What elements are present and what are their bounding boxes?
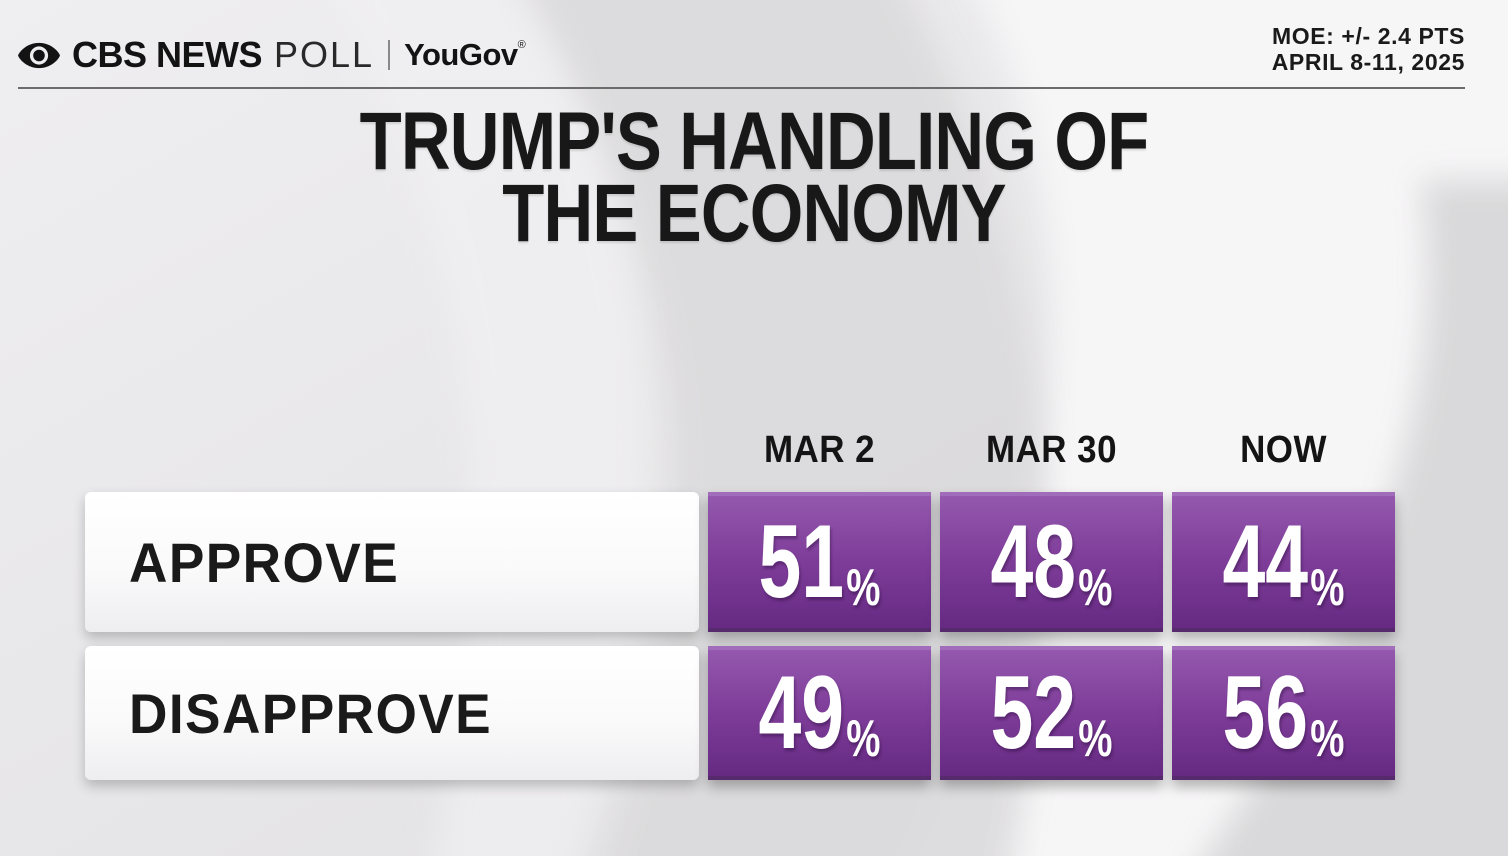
column-header-mar30: MAR 30 [986,429,1117,471]
value-number: 48 [990,504,1077,620]
value-cell-disapprove-mar30: 52% [940,646,1163,780]
value-number: 51 [758,504,845,620]
poll-table: MAR 2 MAR 30 NOW APPROVE 51% 48% 44% DIS… [85,428,1395,780]
value-approve-mar2: 51% [758,510,880,614]
yougov-name: YouGov [404,37,518,72]
percent-sign: % [1310,559,1345,617]
poll-wordmark: POLL [274,34,375,75]
percent-sign: % [846,710,881,768]
row-label-disapprove: DISAPPROVE [85,646,699,780]
page-title-line1: TRUMP'S HANDLING OF [359,96,1150,187]
column-header-now: NOW [1240,429,1327,471]
moe-text: MOE: +/- 2.4 PTS [1271,23,1465,49]
value-approve-mar30: 48% [990,510,1112,614]
yougov-wordmark: YouGov® [404,37,526,73]
brand-divider [388,40,391,70]
value-number: 44 [1222,504,1309,620]
value-cell-disapprove-now: 56% [1172,646,1395,780]
row-label-approve-text: APPROVE [129,530,400,594]
corner-spacer [85,428,699,478]
value-number: 49 [758,655,845,771]
value-disapprove-mar2: 49% [758,661,880,765]
value-cell-approve-mar2: 51% [708,492,931,632]
header-divider-line [18,87,1465,89]
value-number: 52 [990,655,1077,771]
value-disapprove-mar30: 52% [990,661,1112,765]
page-title: TRUMP'S HANDLING OF THE ECONOMY [0,96,1508,259]
percent-sign: % [1078,710,1113,768]
value-cell-disapprove-mar2: 49% [708,646,931,780]
percent-sign: % [1078,559,1113,617]
value-cell-approve-now: 44% [1172,492,1395,632]
value-disapprove-now: 56% [1222,661,1344,765]
moe-block: MOE: +/- 2.4 PTS APRIL 8-11, 2025 [1271,23,1465,76]
value-number: 56 [1222,655,1309,771]
value-cell-approve-mar30: 48% [940,492,1163,632]
percent-sign: % [846,559,881,617]
brand-lockup: CBS NEWS POLL YouGov® [18,34,526,76]
poll-dates: APRIL 8-11, 2025 [1271,48,1465,75]
cbs-eye-icon [18,42,60,68]
value-approve-now: 44% [1222,510,1344,614]
cbs-news-wordmark: CBS NEWS [72,34,263,75]
percent-sign: % [1310,710,1345,768]
row-label-disapprove-text: DISAPPROVE [129,681,493,745]
column-header-mar2: MAR 2 [763,429,876,471]
registered-mark: ® [517,39,526,51]
page-title-line2: THE ECONOMY [502,168,1006,259]
row-label-approve: APPROVE [85,492,699,632]
